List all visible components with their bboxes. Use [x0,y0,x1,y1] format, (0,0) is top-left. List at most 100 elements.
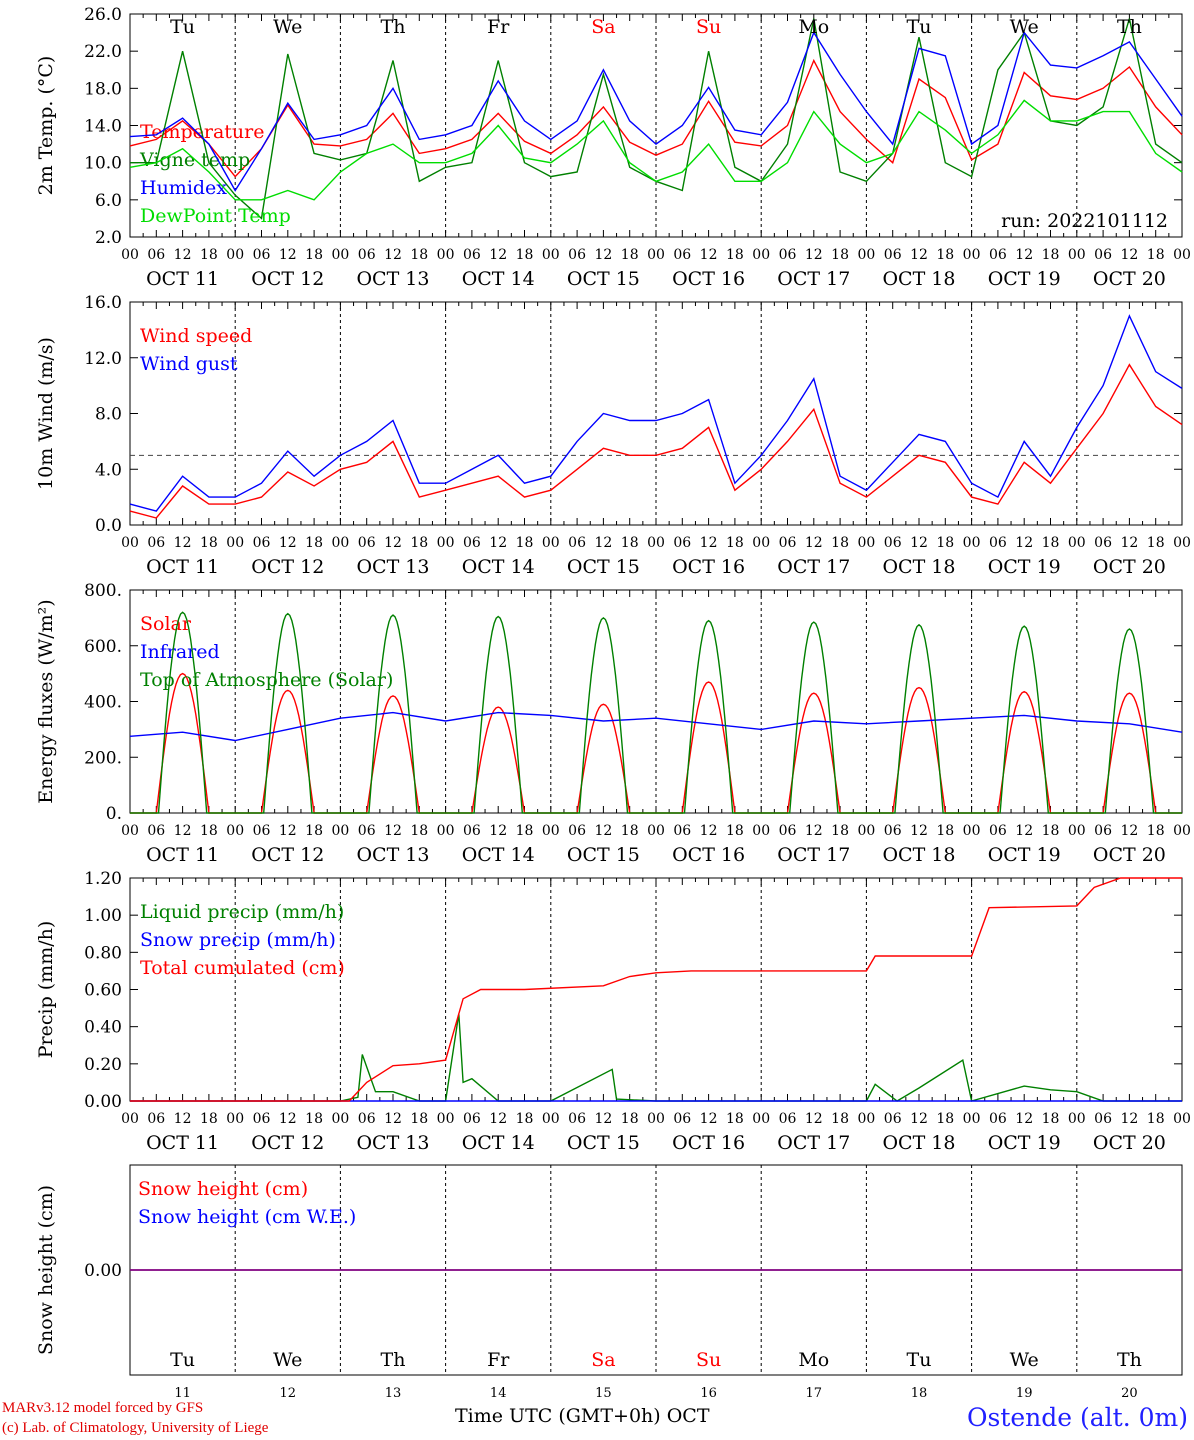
y-axis-title: Snow height (cm) [35,1185,57,1355]
hour-label: 06 [253,247,271,263]
hour-label: 06 [989,1111,1007,1127]
hour-label: 00 [542,1111,560,1127]
day-number-label: 13 [385,1386,402,1401]
day-number-label: 20 [1121,1386,1138,1401]
hour-label: 00 [647,535,665,551]
legend-entry: Infrared [140,641,220,663]
hour-label: 00 [331,823,349,839]
hour-label: 00 [963,1111,981,1127]
legend-entry: Snow height (cm W.E.) [138,1206,356,1228]
hour-label: 18 [200,1111,218,1127]
hour-label: 18 [1042,247,1060,263]
series-line-top-of-atmosphere-solar- [130,611,1182,814]
y-tick-label: 0.40 [84,1018,122,1038]
weekday-label: Mo [798,1349,829,1371]
panel-1-frame [129,13,1183,238]
hour-label: 18 [1042,535,1060,551]
date-label: OCT 17 [777,1132,850,1154]
hour-label: 06 [884,1111,902,1127]
hour-label: 18 [516,1111,534,1127]
day-number-label: 12 [280,1386,297,1401]
hour-label: 12 [805,247,823,263]
date-label: OCT 14 [462,844,535,866]
date-label: OCT 13 [356,556,429,578]
hour-label: 06 [884,247,902,263]
hour-label: 00 [647,247,665,263]
date-label: OCT 18 [882,844,955,866]
date-label: OCT 11 [146,844,219,866]
hour-label: 12 [805,535,823,551]
date-label: OCT 16 [672,268,745,290]
hour-label: 00 [121,535,139,551]
hour-label: 12 [910,823,928,839]
date-label: OCT 13 [356,268,429,290]
hour-label: 12 [910,535,928,551]
hour-label: 18 [936,535,954,551]
hour-label: 06 [253,1111,271,1127]
hour-label: 18 [1042,1111,1060,1127]
weekday-label: We [273,1349,302,1371]
hour-label: 06 [1094,823,1112,839]
weekday-label: We [1010,16,1039,38]
hour-label: 06 [253,535,271,551]
hour-label: 06 [989,247,1007,263]
hour-label: 18 [621,823,639,839]
hour-label: 00 [752,247,770,263]
y-tick-label: 16.0 [84,293,122,313]
hour-label: 12 [1120,823,1138,839]
station-label: Ostende (alt. 0m) [967,1403,1188,1432]
date-label: OCT 17 [777,844,850,866]
hour-label: 06 [147,1111,165,1127]
date-label: OCT 19 [988,556,1061,578]
hour-label: 06 [463,1111,481,1127]
date-label: OCT 17 [777,556,850,578]
y-tick-label: 0. [106,804,122,824]
hour-label: 06 [989,823,1007,839]
weekday-label: Th [1117,1349,1142,1371]
hour-label: 00 [1068,247,1086,263]
hour-label: 18 [936,823,954,839]
hour-label: 00 [437,1111,455,1127]
hour-label: 18 [516,535,534,551]
legend-entry: Snow precip (mm/h) [140,929,336,951]
hour-label: 12 [910,247,928,263]
date-label: OCT 15 [567,1132,640,1154]
hour-label: 12 [805,823,823,839]
credit-lab: (c) Lab. of Climatology, University of L… [2,1420,269,1436]
hour-label: 00 [331,535,349,551]
hour-label: 18 [410,823,428,839]
legend-entry: Solar [140,613,192,635]
hour-label: 00 [1068,535,1086,551]
series-line-liquid-precip-mm-h- [130,1013,1182,1102]
y-tick-label: 0.00 [84,1092,122,1112]
hour-label: 18 [305,247,323,263]
hour-label: 00 [331,1111,349,1127]
hour-label: 00 [963,535,981,551]
hour-label: 18 [410,535,428,551]
hour-label: 00 [752,823,770,839]
hour-label: 06 [147,823,165,839]
hour-label: 18 [726,823,744,839]
weekday-label: Th [381,1349,406,1371]
hour-label: 12 [594,535,612,551]
y-tick-label: 400. [84,693,122,713]
date-label: OCT 20 [1093,1132,1166,1154]
weekday-label: Mo [798,16,829,38]
hour-label: 12 [384,535,402,551]
y-tick-label: 0.0 [95,516,122,536]
hour-label: 18 [305,1111,323,1127]
date-label: OCT 11 [146,1132,219,1154]
hour-label: 12 [489,247,507,263]
weekday-label: We [273,16,302,38]
hour-label: 06 [147,247,165,263]
hour-label: 18 [305,535,323,551]
weekday-label: Fr [487,16,510,38]
weekday-label: Tu [907,16,932,38]
hour-label: 00 [542,247,560,263]
hour-label: 18 [726,1111,744,1127]
legend-entry: Total cumulated (cm) [140,957,345,979]
date-label: OCT 19 [988,268,1061,290]
hour-label: 06 [358,1111,376,1127]
hour-label: 12 [594,1111,612,1127]
